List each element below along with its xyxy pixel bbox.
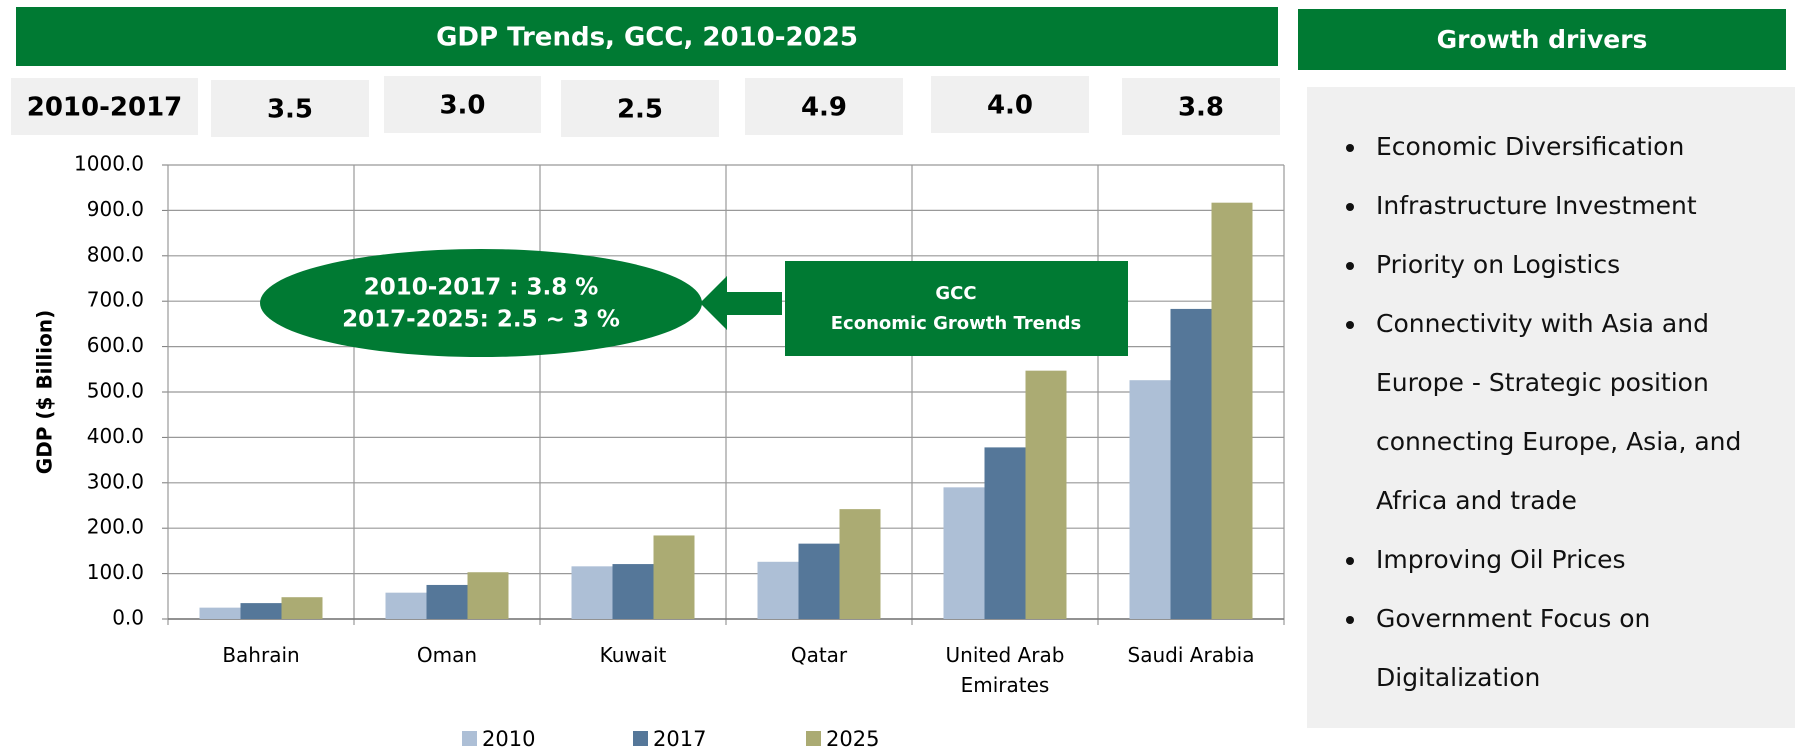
callout-arrow xyxy=(700,276,782,330)
legend-label: 2025 xyxy=(826,727,879,751)
y-tick-label: 300.0 xyxy=(87,469,144,493)
x-tick-label: Bahrain xyxy=(222,643,300,667)
driver-item: Improving Oil Prices xyxy=(1368,530,1775,589)
bar xyxy=(1170,308,1212,619)
cagr-box xyxy=(561,80,719,137)
bar xyxy=(467,572,509,619)
x-tick-label: United Arab Emirates xyxy=(945,643,1065,697)
x-tick-label: Qatar xyxy=(790,643,848,667)
cagr-box xyxy=(745,78,903,135)
bar xyxy=(1211,202,1253,619)
bar xyxy=(385,592,427,619)
cagr-value: 2.5 xyxy=(617,95,663,125)
cagr-box xyxy=(384,76,541,133)
cagr-period: 2010-2017 xyxy=(27,93,183,123)
chart-title: GDP Trends, GCC, 2010-2025 xyxy=(436,23,858,53)
bar xyxy=(1025,370,1067,619)
legend-label: 2017 xyxy=(653,727,706,751)
cagr-box xyxy=(931,76,1089,133)
chart: GDP Trends, GCC, 2010-2025 GDP ($ Billio… xyxy=(11,7,1285,751)
x-tick-label: Kuwait xyxy=(599,643,667,667)
bar xyxy=(798,543,840,619)
y-tick-label: 800.0 xyxy=(87,242,144,266)
y-tick-label: 500.0 xyxy=(87,379,144,403)
callout-box xyxy=(785,261,1128,356)
callout-box-text: Economic Growth Trends xyxy=(831,313,1082,334)
cagr-value: 4.0 xyxy=(987,91,1033,121)
bar xyxy=(612,564,654,619)
sidebar: Economic DiversificationInfrastructure I… xyxy=(1307,87,1795,728)
y-tick-label: 600.0 xyxy=(87,333,144,357)
callout-ellipse xyxy=(260,249,702,357)
cagr-value: 4.9 xyxy=(801,93,847,123)
cagr-box xyxy=(211,80,369,137)
legend-swatch xyxy=(633,731,648,746)
y-tick-label: 0.0 xyxy=(112,606,144,630)
driver-item: Government Focus on Digitalization xyxy=(1368,589,1775,707)
cagr-value: 3.8 xyxy=(1178,93,1224,123)
bar xyxy=(984,447,1026,619)
driver-item: Infrastructure Investment xyxy=(1368,176,1775,235)
bar xyxy=(1129,380,1171,619)
y-tick-label: 700.0 xyxy=(87,288,144,312)
y-axis-label: GDP ($ Billion) xyxy=(33,310,57,474)
driver-item: Priority on Logistics xyxy=(1368,235,1775,294)
bar xyxy=(240,603,282,619)
bar xyxy=(426,584,468,619)
bar xyxy=(653,535,695,619)
bar xyxy=(571,566,613,619)
sidebar-title: Growth drivers xyxy=(1298,9,1786,70)
legend-swatch xyxy=(462,731,477,746)
callout-text: 2017-2025: 2.5 ~ 3 % xyxy=(342,307,620,333)
cagr-box xyxy=(1122,78,1280,135)
legend-swatch xyxy=(806,731,821,746)
y-tick-label: 200.0 xyxy=(87,515,144,539)
callout-text: 2010-2017 : 3.8 % xyxy=(364,275,599,301)
bar xyxy=(757,561,799,619)
driver-item: Economic Diversification xyxy=(1368,117,1775,176)
cagr-box xyxy=(11,78,198,135)
bar xyxy=(281,597,323,619)
bar xyxy=(839,509,881,619)
y-tick-label: 1000.0 xyxy=(74,152,144,176)
callout-box-text: GCC xyxy=(935,283,976,304)
driver-item: Connectivity with Asia and Europe - Stra… xyxy=(1368,294,1775,530)
x-tick-label: Oman xyxy=(416,643,478,667)
legend-label: 2010 xyxy=(482,727,535,751)
bar xyxy=(943,487,985,619)
y-tick-label: 400.0 xyxy=(87,424,144,448)
y-tick-label: 900.0 xyxy=(87,197,144,221)
cagr-value: 3.5 xyxy=(267,95,313,125)
bar xyxy=(199,607,241,619)
x-tick-label: Saudi Arabia xyxy=(1127,643,1255,667)
cagr-value: 3.0 xyxy=(439,91,485,121)
title-bar xyxy=(16,7,1278,66)
driver-list: Economic DiversificationInfrastructure I… xyxy=(1307,87,1795,707)
y-tick-label: 100.0 xyxy=(87,560,144,584)
